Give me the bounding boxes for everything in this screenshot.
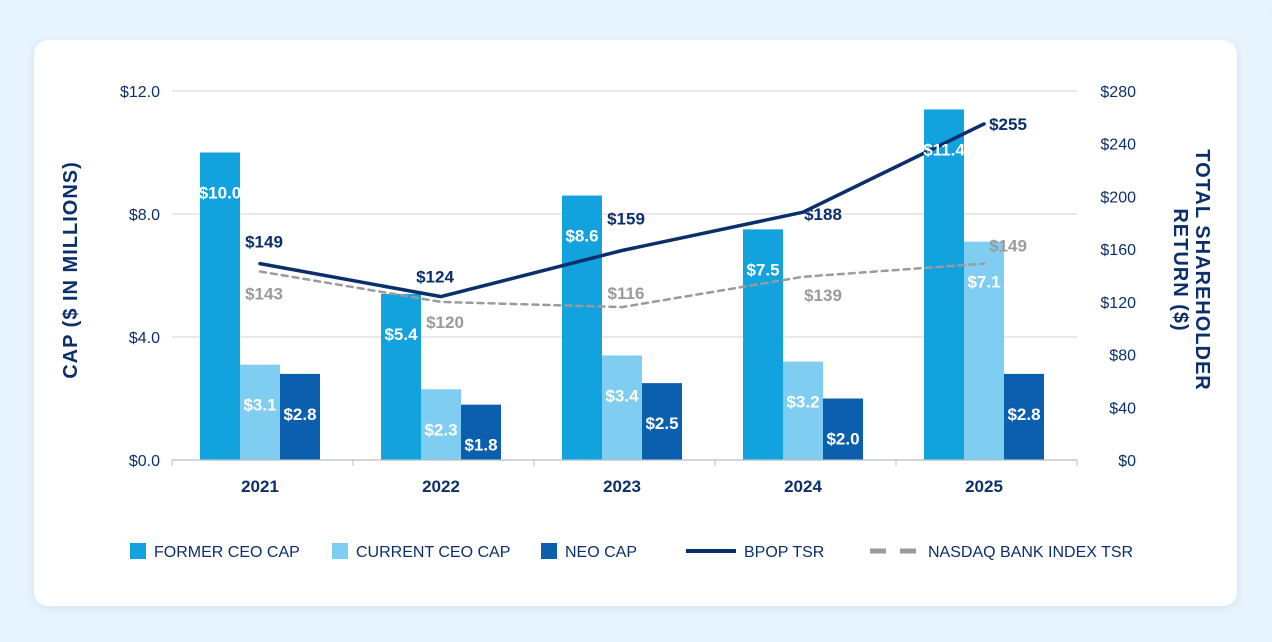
- legend-label-former-ceo-cap: FORMER CEO CAP: [154, 544, 300, 561]
- bar-current-ceo-cap: [783, 361, 823, 460]
- y-right-tick-label: $120: [1100, 295, 1136, 312]
- legend-label-nasdaq-bank-index-tsr: NASDAQ BANK INDEX TSR: [928, 544, 1133, 561]
- y-right-tick-label: $200: [1100, 189, 1136, 206]
- bar-label-former-ceo-cap: $8.6: [565, 227, 598, 246]
- bar-neo-cap: [1004, 373, 1044, 460]
- y-left-tick-label: $8.0: [129, 207, 160, 224]
- x-tick-label: 2023: [603, 477, 641, 496]
- bar-current-ceo-cap: [602, 355, 642, 460]
- bar-label-former-ceo-cap: $11.4: [923, 140, 965, 159]
- y-right-axis-title-line1: TOTAL SHAREHOLDER: [1191, 149, 1213, 390]
- x-tick-label: 2022: [422, 477, 460, 496]
- legend-swatch-neo-cap: [541, 543, 557, 559]
- line-label-bpop-tsr: $149: [245, 233, 283, 252]
- line-label-bpop-tsr: $255: [989, 115, 1027, 134]
- y-left-tick-label: $12.0: [120, 84, 160, 101]
- line-label-nasdaq-bank-index-tsr: $149: [989, 237, 1027, 256]
- tsr-lines: [258, 122, 986, 309]
- bars: [200, 109, 1044, 461]
- bar-current-ceo-cap: [421, 389, 461, 460]
- bar-former-ceo-cap: [562, 195, 602, 461]
- bar-current-ceo-cap: [964, 241, 1004, 460]
- legend-label-neo-cap: NEO CAP: [565, 544, 637, 561]
- y-right-tick-label: $240: [1100, 137, 1136, 154]
- legend-swatch-former-ceo-cap: [130, 543, 146, 559]
- bar-label-neo-cap: $2.5: [645, 414, 678, 433]
- y-right-axis-title-line2: RETURN ($): [1169, 208, 1191, 331]
- x-tick-label: 2025: [965, 477, 1003, 496]
- bar-former-ceo-cap: [743, 229, 783, 460]
- bar-label-former-ceo-cap: $5.4: [384, 325, 418, 344]
- y-right-tick-label: $280: [1100, 84, 1136, 101]
- bar-neo-cap: [642, 383, 682, 460]
- bar-current-ceo-cap: [240, 364, 280, 460]
- line-label-bpop-tsr: $159: [607, 209, 645, 228]
- line-label-nasdaq-bank-index-tsr: $116: [608, 284, 645, 303]
- bar-neo-cap: [823, 398, 863, 460]
- bar-former-ceo-cap: [924, 109, 964, 460]
- line-label-bpop-tsr: $124: [416, 268, 454, 287]
- bar-label-current-ceo-cap: $7.1: [967, 273, 1000, 292]
- x-tick-label: 2021: [241, 477, 279, 496]
- y-left-tick-label: $4.0: [129, 330, 160, 347]
- data-labels: $10.0 $5.4 $8.6 $7.5 $11.4 $3.1 $2.3 $3.4 $3.2 $7…: [199, 115, 1041, 455]
- bar-label-neo-cap: $2.0: [826, 430, 859, 449]
- bar-label-former-ceo-cap: $7.5: [746, 260, 779, 279]
- line-nasdaq-bank-index-tsr: [258, 262, 986, 309]
- y-right-tick-label: $160: [1100, 242, 1136, 259]
- legend-swatch-current-ceo-cap: [332, 543, 348, 559]
- bar-label-current-ceo-cap: $3.1: [243, 396, 276, 415]
- bar-neo-cap: [280, 373, 320, 460]
- bar-former-ceo-cap: [200, 152, 240, 460]
- x-tick-label: 2024: [784, 477, 822, 496]
- bar-label-former-ceo-cap: $10.0: [199, 184, 242, 203]
- bar-label-neo-cap: $2.8: [283, 405, 316, 424]
- line-bpop-tsr: [258, 122, 986, 299]
- bar-label-current-ceo-cap: $3.4: [605, 386, 639, 405]
- line-label-nasdaq-bank-index-tsr: $120: [426, 313, 464, 332]
- line-label-bpop-tsr: $188: [804, 205, 842, 224]
- legend-label-current-ceo-cap: CURRENT CEO CAP: [356, 544, 510, 561]
- y-left-axis-title: CAP ($ IN MILLIONS): [60, 161, 82, 379]
- y-right-tick-label: $80: [1109, 348, 1136, 365]
- y-right-tick-label: $0: [1118, 453, 1136, 470]
- y-right-tick-label: $40: [1109, 400, 1136, 417]
- line-label-nasdaq-bank-index-tsr: $139: [804, 286, 842, 305]
- bar-neo-cap: [461, 404, 501, 460]
- bar-label-current-ceo-cap: $2.3: [424, 420, 457, 439]
- legend: FORMER CEO CAP CURRENT CEO CAP NEO CAP BPOP…: [130, 543, 1133, 561]
- line-label-nasdaq-bank-index-tsr: $143: [245, 285, 283, 304]
- legend-label-bpop-tsr: BPOP TSR: [744, 544, 824, 561]
- axes: $0.0 $4.0 $8.0 $12.0 $0 $40 $80 $120 $160 $200 $24…: [60, 84, 1213, 496]
- bar-label-current-ceo-cap: $3.2: [786, 393, 819, 412]
- bar-label-neo-cap: $2.8: [1007, 405, 1040, 424]
- bar-former-ceo-cap: [381, 293, 421, 460]
- y-left-tick-label: $0.0: [129, 453, 160, 470]
- bar-label-neo-cap: $1.8: [464, 436, 497, 455]
